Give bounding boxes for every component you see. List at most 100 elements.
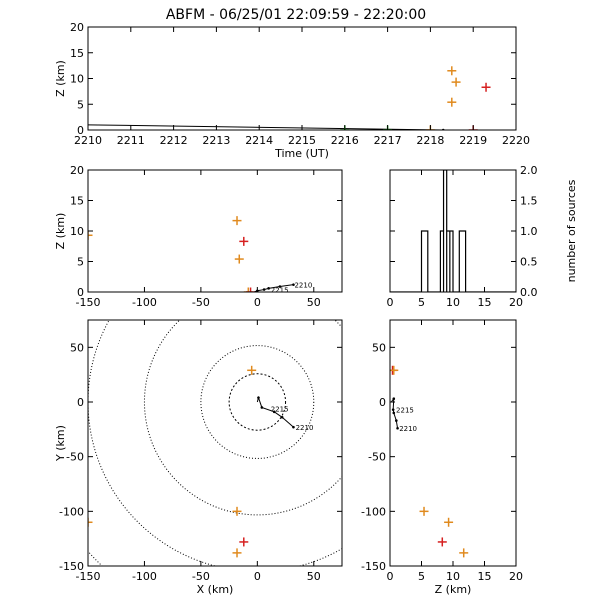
x-tick-label: 2219 (459, 134, 487, 147)
track-time-label: 2210 (399, 425, 417, 433)
x-tick-label: 10 (446, 570, 460, 583)
range-ring (143, 320, 342, 516)
y-tick-label: 0 (77, 396, 84, 409)
source-marker-red (437, 537, 447, 547)
x-tick-label: 2215 (288, 134, 316, 147)
x-tick-label: 50 (307, 570, 321, 583)
track-time-label: 2215 (396, 407, 414, 415)
y-tick-label: 5 (77, 98, 84, 111)
track-time-label: 2210 (296, 424, 314, 432)
x-y-panel: 2215 2210 -150 -100 -50 0 50 -150 -100 -50 0 50 X (k… (54, 319, 343, 596)
source-marker-orange (451, 77, 461, 87)
x-tick-label: 2220 (502, 134, 530, 147)
source-marker-orange (247, 365, 257, 375)
x-tick-label: 15 (478, 570, 492, 583)
x-tick-label: -100 (132, 570, 157, 583)
source-marker-orange (232, 216, 242, 226)
x-axis-label: Time (UT) (274, 147, 329, 160)
histogram-bar (422, 231, 428, 292)
y-tick-label: 0 (77, 286, 84, 299)
track-point (257, 396, 260, 399)
source-marker-orange (88, 517, 93, 527)
source-marker-red (239, 537, 249, 547)
z-y-panel: 2215 2210 0 5 10 15 20 -150 -100 -50 0 50 Z (km) (361, 319, 523, 596)
plot-frame (87, 26, 517, 131)
x-tick-label: 0 (387, 570, 394, 583)
source-marker-orange (234, 254, 244, 264)
track-point (292, 283, 295, 286)
source-marker-orange (88, 230, 93, 240)
x-tick-label: 2213 (202, 134, 230, 147)
z-histogram-panel: 0 5 10 15 200.0 0.5 1.0 1.5 2.0 number of sources (387, 164, 579, 309)
y-tick-label: -100 (361, 505, 386, 518)
x-tick-label: 2212 (160, 134, 188, 147)
track-point (396, 426, 399, 430)
y-tick-label: 10 (70, 73, 84, 86)
y-axis-label: number of sources (565, 179, 578, 282)
source-marker-red (239, 236, 249, 246)
y-tick-label: -100 (59, 505, 84, 518)
track-point (278, 285, 282, 288)
y-tick-label: 15 (70, 47, 84, 60)
x-tick-label: -100 (132, 296, 157, 309)
source-marker-orange (243, 287, 253, 292)
source-marker-red (481, 82, 491, 92)
track-time-label: 2210 (294, 282, 312, 290)
y-tick-label: 0 (379, 396, 386, 409)
track-point (391, 408, 395, 411)
track-point (395, 419, 398, 422)
y-tick-label: 50 (372, 341, 386, 354)
track-time-label: 2215 (271, 287, 289, 295)
x-tick-label: -50 (192, 296, 210, 309)
y-tick-label: -150 (59, 560, 84, 573)
source-marker-red (246, 287, 256, 292)
plot-frame (87, 319, 343, 567)
y-tick-label: 0.5 (520, 256, 538, 269)
plot-area (88, 66, 491, 130)
track-point (260, 406, 264, 409)
y-tick-label: 15 (70, 195, 84, 208)
track-point (392, 397, 396, 401)
histogram-outline (390, 170, 516, 292)
time-height-panel: 2210 2211 2212 2213 2214 2215 2216 2217 2218 2219… (54, 21, 530, 160)
track-point (272, 410, 276, 414)
storm-track-line (88, 124, 444, 130)
y-tick-label: 20 (70, 21, 84, 34)
source-marker-orange (459, 548, 469, 558)
plot-frame (87, 169, 343, 293)
x-tick-label: 2211 (117, 134, 145, 147)
y-tick-label: 1.5 (520, 195, 538, 208)
x-tick-label: 0 (254, 296, 261, 309)
y-axis-label: Z (km) (54, 213, 67, 250)
track-point (292, 425, 295, 429)
source-marker-orange (390, 365, 399, 375)
source-marker-orange (447, 97, 457, 107)
x-tick-label: 0 (254, 570, 261, 583)
y-tick-label: 2.0 (520, 164, 538, 177)
x-tick-label: 50 (307, 296, 321, 309)
x-tick-label: 2214 (245, 134, 273, 147)
y-axis-label: Y (km) (54, 425, 67, 462)
x-tick-label: 10 (446, 296, 460, 309)
x-tick-label: 0 (387, 296, 394, 309)
x-tick-label: 2217 (374, 134, 402, 147)
range-ring (88, 550, 103, 566)
track-point (280, 416, 284, 419)
x-z-panel: 2215 2210 -150 -100 -50 0 50 0 5 10 15 20 Z (km) (54, 164, 343, 309)
x-axis-label: Z (km) (435, 583, 472, 596)
source-marker-orange (232, 548, 242, 558)
track-point (267, 287, 270, 290)
x-tick-label: -150 (76, 570, 101, 583)
figure-title: ABFM - 06/25/01 22:09:59 - 22:20:00 (166, 7, 426, 23)
x-tick-label: 20 (509, 570, 523, 583)
x-tick-label: -50 (192, 570, 210, 583)
y-tick-label: 5 (77, 256, 84, 269)
y-tick-label: -50 (368, 451, 386, 464)
y-tick-label: 1.0 (520, 225, 538, 238)
x-tick-label: 20 (509, 296, 523, 309)
y-tick-label: 20 (70, 164, 84, 177)
x-tick-label: 5 (418, 570, 425, 583)
x-axis-label: X (km) (197, 583, 234, 596)
source-marker-orange (447, 66, 457, 76)
